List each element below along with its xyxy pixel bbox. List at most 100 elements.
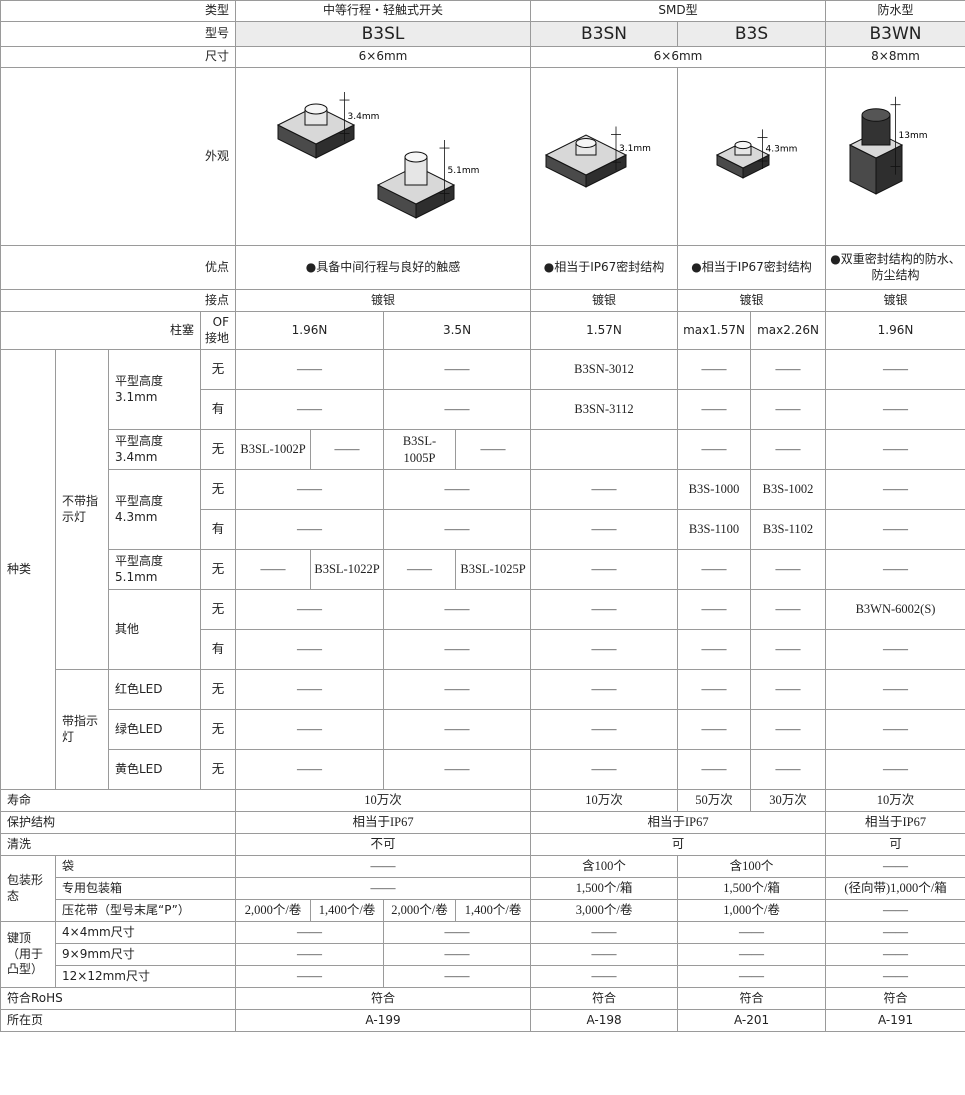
table-row: 类型 中等行程・轻触式开关 SMD型 防水型 bbox=[0, 0, 965, 22]
cell: B3SL bbox=[235, 20, 532, 48]
cell: B3SN-3112 bbox=[530, 389, 679, 431]
cell: —— bbox=[530, 709, 679, 751]
cell: 符合 bbox=[235, 987, 532, 1011]
cell: —— bbox=[235, 589, 385, 631]
row-label: 种类 bbox=[0, 349, 56, 791]
row-label: 黄色LED bbox=[108, 749, 201, 791]
row-label: 平型高度4.3mm bbox=[108, 469, 201, 551]
cell: —— bbox=[383, 549, 457, 591]
row-label: 平型高度3.1mm bbox=[108, 349, 201, 431]
cell: —— bbox=[310, 429, 385, 471]
cell: 无 bbox=[199, 349, 237, 391]
table-row: 型号 B3SL B3SN B3S B3WN bbox=[0, 20, 965, 48]
cell: max2.26N bbox=[750, 311, 827, 351]
cell: —— bbox=[235, 389, 385, 431]
cell: —— bbox=[677, 669, 752, 711]
cell: —— bbox=[383, 749, 532, 791]
cell: 8×8mm bbox=[825, 46, 965, 69]
cell: 2,000个/卷 bbox=[383, 899, 457, 923]
cell: —— bbox=[383, 921, 532, 945]
cell: —— bbox=[825, 669, 965, 711]
cell: —— bbox=[677, 749, 752, 791]
cell: 含100个 bbox=[677, 855, 827, 879]
cell: 3,000个/卷 bbox=[530, 899, 679, 923]
row-label: 平型高度3.4mm bbox=[108, 429, 201, 471]
cell: —— bbox=[677, 921, 827, 945]
plunger-top bbox=[404, 151, 428, 163]
row-label: 平型高度5.1mm bbox=[108, 549, 201, 591]
cell: 无 bbox=[199, 589, 237, 631]
cell: 符合 bbox=[677, 987, 827, 1011]
cell: 有 bbox=[199, 389, 237, 431]
row-label: 包装形态 bbox=[0, 855, 56, 923]
table-row: 平型高度4.3mm 无 —— —— —— B3S-1000 B3S-1002 —— bbox=[1, 469, 965, 551]
cell: 1.96N bbox=[235, 311, 385, 351]
cell: 1,500个/箱 bbox=[677, 877, 827, 901]
cell: B3S-1000 bbox=[677, 469, 752, 511]
cell: ●相当于IP67密封结构 bbox=[677, 245, 827, 291]
cell: —— bbox=[530, 509, 679, 551]
cell: —— bbox=[677, 943, 827, 967]
cell: —— bbox=[677, 429, 752, 471]
cell: 镀银 bbox=[235, 289, 532, 313]
cell: —— bbox=[383, 389, 532, 431]
table-row: 清洗 不可可可 bbox=[0, 833, 965, 857]
row-label: 符合RoHS bbox=[0, 987, 237, 1011]
row-label: 保护结构 bbox=[0, 811, 237, 835]
cell: (径向带)1,000个/箱 bbox=[825, 877, 965, 901]
table-row: 平型高度5.1mm 无 —— B3SL-1022P —— B3SL-1025P —— —— ——… bbox=[1, 549, 965, 591]
cell: —— bbox=[750, 629, 827, 671]
cell: A-191 bbox=[825, 1009, 965, 1033]
cell: —— bbox=[750, 389, 827, 431]
row-label: 键顶（用于凸型） bbox=[0, 921, 56, 989]
table-row: 外观 3.4mm 5.1mm 3.1mm 4.3mm 13mm bbox=[0, 67, 965, 247]
row-label: 12×12mm尺寸 bbox=[54, 965, 237, 989]
cell: —— bbox=[383, 349, 532, 391]
cell: 符合 bbox=[825, 987, 965, 1011]
cell: 无 bbox=[199, 469, 237, 511]
cell: —— bbox=[383, 629, 532, 671]
cell: 无 bbox=[199, 669, 237, 711]
cell: 10万次 bbox=[235, 789, 532, 813]
plunger-top bbox=[575, 137, 597, 148]
cell: 可 bbox=[825, 833, 965, 857]
cell: —— bbox=[383, 669, 532, 711]
row-label: 所在页 bbox=[0, 1009, 237, 1033]
row-label: 带指示灯 bbox=[55, 669, 109, 791]
table-row: 其他无 —— —— —— —— —— B3WN-6002(S) bbox=[1, 589, 965, 671]
table-row: 9×9mm尺寸 —— —— —— —— —— bbox=[1, 943, 965, 967]
cell: 1,000个/卷 bbox=[677, 899, 827, 923]
cell: —— bbox=[235, 469, 385, 511]
row-label: OF 接地 bbox=[199, 311, 237, 351]
row-label: 4×4mm尺寸 bbox=[54, 921, 237, 945]
appearance-cell: 13mm bbox=[825, 67, 965, 247]
cell: 可 bbox=[530, 833, 827, 857]
cell: —— bbox=[677, 965, 827, 989]
switch-icon: 5.1mm bbox=[376, 139, 479, 219]
cell: —— bbox=[455, 429, 532, 471]
cell: —— bbox=[235, 749, 385, 791]
empty-cell bbox=[530, 429, 679, 471]
cell: —— bbox=[383, 469, 532, 511]
cell: A-198 bbox=[530, 1009, 679, 1033]
cell: —— bbox=[677, 549, 752, 591]
row-label: 红色LED bbox=[108, 669, 201, 711]
cell: —— bbox=[825, 899, 965, 923]
cell: —— bbox=[825, 509, 965, 551]
switch-icon: 3.1mm bbox=[544, 126, 651, 188]
cell: —— bbox=[530, 921, 679, 945]
cell: —— bbox=[235, 629, 385, 671]
table-row: 包装形态袋 —— 含100个 含100个 —— bbox=[0, 855, 965, 923]
cell: —— bbox=[825, 855, 965, 879]
row-label: 类型 bbox=[0, 0, 237, 22]
table-row: 尺寸 6×6mm 6×6mm 8×8mm bbox=[0, 46, 965, 69]
cell: —— bbox=[383, 965, 532, 989]
cell: B3S-1100 bbox=[677, 509, 752, 551]
table-row: 黄色LED 无 —— —— —— —— —— —— bbox=[1, 749, 965, 791]
cell: B3WN bbox=[825, 20, 965, 48]
table-body: 类型 中等行程・轻触式开关 SMD型 防水型 型号 B3SL B3SN B3S B3WN 尺寸 6×… bbox=[0, 0, 965, 1033]
cell: —— bbox=[530, 943, 679, 967]
plunger-top bbox=[861, 107, 891, 122]
row-label: 接点 bbox=[0, 289, 237, 313]
